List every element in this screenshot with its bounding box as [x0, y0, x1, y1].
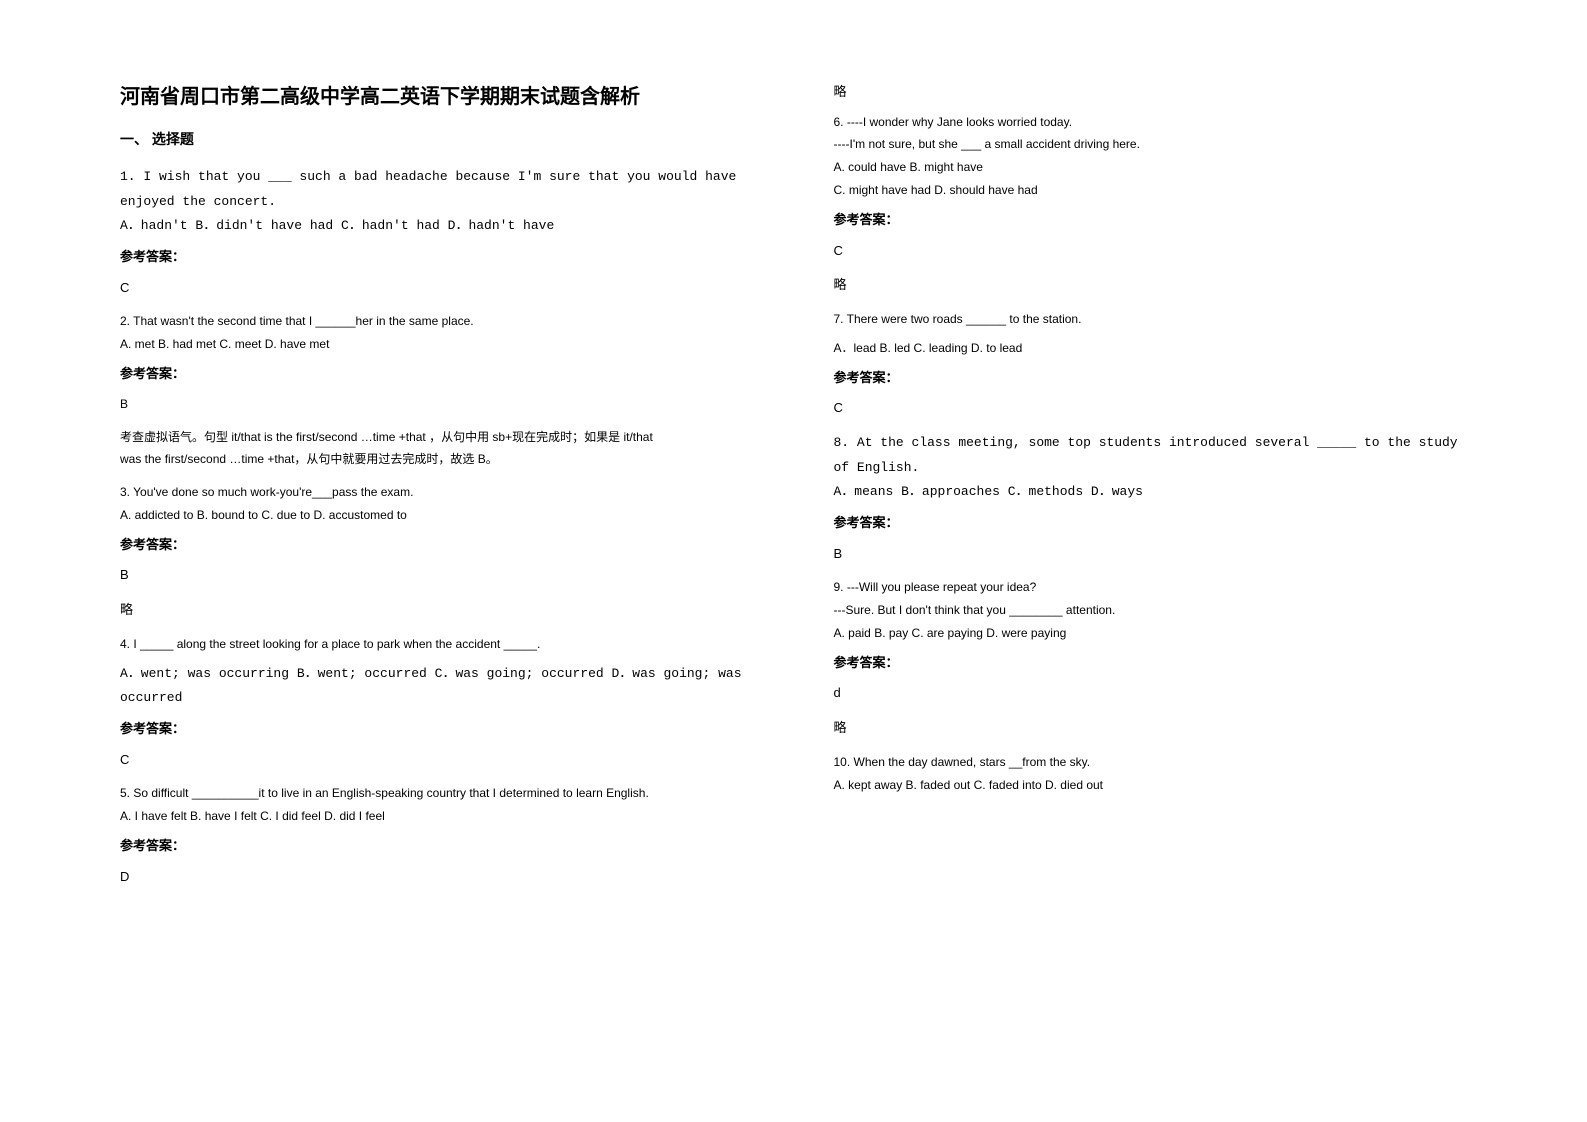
top-note: 略 — [834, 80, 1468, 105]
q3-answer-label: 参考答案： — [120, 533, 754, 558]
q7-answer-label: 参考答案： — [834, 366, 1468, 391]
question-9: 9. ---Will you please repeat your idea? … — [834, 576, 1468, 740]
q2-note2: was the first/second …time +that，从句中就要用过… — [120, 448, 754, 471]
question-8: 8. At the class meeting, some top studen… — [834, 431, 1468, 566]
question-3: 3. You've done so much work-you're___pas… — [120, 481, 754, 623]
q7-options: A．lead B. led C. leading D. to lead — [834, 337, 1468, 360]
q2-options: A. met B. had met C. meet D. have met — [120, 333, 754, 356]
q5-answer: D — [120, 865, 754, 890]
q1-text: 1. I wish that you ___ such a bad headac… — [120, 165, 754, 214]
right-column: 略 6. ----I wonder why Jane looks worried… — [794, 80, 1488, 1082]
q1-answer-label: 参考答案： — [120, 245, 754, 270]
q6-optionsB: C. might have had D. should have had — [834, 179, 1468, 202]
q3-text: 3. You've done so much work-you're___pas… — [120, 481, 754, 504]
q6-text: 6. ----I wonder why Jane looks worried t… — [834, 111, 1468, 134]
q6-answer: C — [834, 239, 1468, 264]
q4-answer: C — [120, 748, 754, 773]
q2-note1: 考查虚拟语气。句型 it/that is the first/second …t… — [120, 426, 754, 449]
q7-text: 7. There were two roads ______ to the st… — [834, 308, 1468, 331]
q9-answer-label: 参考答案： — [834, 651, 1468, 676]
q5-text: 5. So difficult __________it to live in … — [120, 782, 754, 805]
q6-answer-label: 参考答案： — [834, 208, 1468, 233]
q5-options: A. I have felt B. have I felt C. I did f… — [120, 805, 754, 828]
q9-text: 9. ---Will you please repeat your idea? — [834, 576, 1468, 599]
q3-answer: B — [120, 563, 754, 588]
section-heading: 一、 选择题 — [120, 129, 754, 149]
q1-answer: C — [120, 276, 754, 301]
q4-text: 4. I _____ along the street looking for … — [120, 633, 754, 656]
q8-options: A．means B．approaches C．methods D．ways — [834, 480, 1468, 505]
q10-text: 10. When the day dawned, stars __from th… — [834, 751, 1468, 774]
question-6: 6. ----I wonder why Jane looks worried t… — [834, 111, 1468, 298]
q2-answer: B — [120, 393, 754, 416]
q6-optionsA: A. could have B. might have — [834, 156, 1468, 179]
q9-note: 略 — [834, 716, 1468, 741]
q6-note: 略 — [834, 273, 1468, 298]
q9-answer: d — [834, 681, 1468, 706]
q9-options: A. paid B. pay C. are paying D. were pay… — [834, 622, 1468, 645]
q2-answer-label: 参考答案： — [120, 362, 754, 387]
q3-options: A. addicted to B. bound to C. due to D. … — [120, 504, 754, 527]
q6-text2: ----I'm not sure, but she ___ a small ac… — [834, 133, 1468, 156]
q10-options: A. kept away B. faded out C. faded into … — [834, 774, 1468, 797]
q9-text2: ---Sure. But I don't think that you ____… — [834, 599, 1468, 622]
q8-text: 8. At the class meeting, some top studen… — [834, 431, 1468, 480]
q8-answer: B — [834, 542, 1468, 567]
left-column: 河南省周口市第二高级中学高二英语下学期期末试题含解析 一、 选择题 1. I w… — [100, 80, 794, 1082]
question-7: 7. There were two roads ______ to the st… — [834, 308, 1468, 421]
q5-answer-label: 参考答案： — [120, 834, 754, 859]
page-title: 河南省周口市第二高级中学高二英语下学期期末试题含解析 — [120, 80, 754, 109]
q4-options: A．went; was occurring B．went; occurred C… — [120, 662, 754, 711]
q8-answer-label: 参考答案： — [834, 511, 1468, 536]
question-10: 10. When the day dawned, stars __from th… — [834, 751, 1468, 797]
question-4: 4. I _____ along the street looking for … — [120, 633, 754, 773]
q4-answer-label: 参考答案： — [120, 717, 754, 742]
question-2: 2. That wasn't the second time that I __… — [120, 310, 754, 471]
q3-note: 略 — [120, 598, 754, 623]
q2-text: 2. That wasn't the second time that I __… — [120, 310, 754, 333]
q7-answer: C — [834, 396, 1468, 421]
q1-options: A．hadn't B．didn't have had C．hadn't had … — [120, 214, 754, 239]
question-1: 1. I wish that you ___ such a bad headac… — [120, 165, 754, 300]
question-5: 5. So difficult __________it to live in … — [120, 782, 754, 889]
